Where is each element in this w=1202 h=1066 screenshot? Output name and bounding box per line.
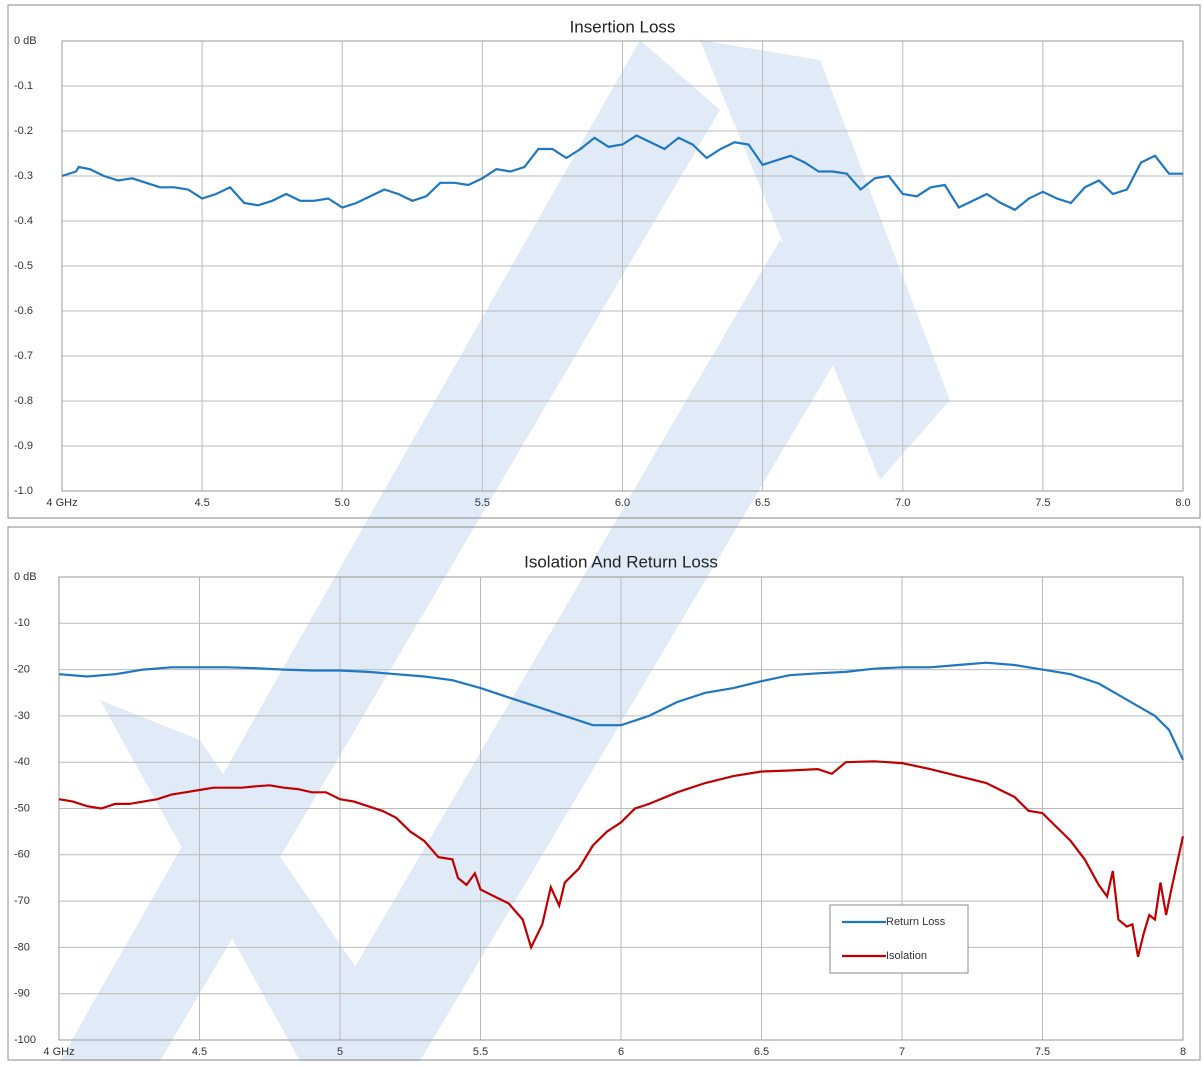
y-tick-label: -90 [14, 988, 30, 1000]
y-tick-label: -100 [14, 1034, 36, 1046]
y-tick-label: -0.1 [14, 80, 33, 92]
x-tick-label: 5.5 [475, 497, 490, 509]
x-tick-label: 4 GHz [46, 497, 77, 509]
x-tick-label: 5.5 [473, 1046, 488, 1058]
x-tick-label: 5 [337, 1046, 343, 1058]
legend-box [829, 904, 969, 974]
x-tick-label: 6 [618, 1046, 624, 1058]
x-tick-label: 6.5 [755, 497, 770, 509]
x-tick-label: 6.0 [615, 497, 630, 509]
y-tick-label: -20 [14, 664, 30, 676]
x-tick-label: 7.5 [1035, 1046, 1050, 1058]
legend-label: Isolation [886, 950, 927, 962]
y-tick-label: 0 dB [14, 571, 37, 583]
y-tick-label: -0.4 [14, 215, 33, 227]
data-line [61, 134, 1183, 212]
x-tick-label: 6.5 [754, 1046, 769, 1058]
x-tick-label: 7.0 [895, 497, 910, 509]
chart-frame [7, 4, 1201, 519]
y-tick-label: -0.3 [14, 170, 33, 182]
chart-frame [7, 526, 1201, 1061]
y-tick-label: -80 [14, 941, 30, 953]
x-tick-label: 5.0 [335, 497, 350, 509]
y-tick-label: -60 [14, 849, 30, 861]
y-tick-label: -30 [14, 710, 30, 722]
plot-border [61, 40, 1184, 492]
y-tick-label: -70 [14, 895, 30, 907]
x-tick-label: 4.5 [192, 1046, 207, 1058]
x-tick-label: 4.5 [194, 497, 209, 509]
x-tick-label: 4 GHz [43, 1046, 74, 1058]
y-tick-label: -50 [14, 802, 30, 814]
y-tick-label: -0.8 [14, 395, 33, 407]
y-tick-label: -0.6 [14, 305, 33, 317]
y-tick-label: -10 [14, 617, 30, 629]
chart-title: Insertion Loss [570, 17, 676, 36]
y-tick-label: -40 [14, 756, 30, 768]
x-tick-label: 8 [1180, 1046, 1186, 1058]
y-tick-label: -0.2 [14, 125, 33, 137]
data-line [58, 661, 1184, 761]
x-tick-label: 8.0 [1175, 497, 1190, 509]
legend-label: Return Loss [886, 916, 946, 928]
x-tick-label: 7 [899, 1046, 905, 1058]
x-tick-label: 7.5 [1035, 497, 1050, 509]
y-tick-label: -0.5 [14, 260, 33, 272]
plot-border [58, 576, 1184, 1041]
y-tick-label: -0.9 [14, 440, 33, 452]
y-tick-label: -0.7 [14, 350, 33, 362]
data-line [58, 760, 1185, 957]
y-tick-label: 0 dB [14, 35, 37, 47]
chart-title: Isolation And Return Loss [524, 552, 718, 571]
y-tick-label: -1.0 [14, 485, 33, 497]
